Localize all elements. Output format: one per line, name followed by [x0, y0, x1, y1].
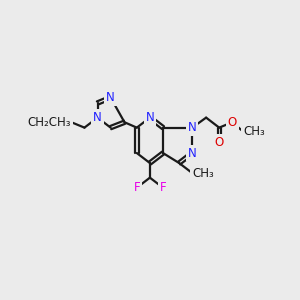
Text: CH₃: CH₃	[192, 167, 214, 180]
Text: N: N	[146, 111, 154, 124]
Text: F: F	[134, 181, 140, 194]
Text: CH₃: CH₃	[243, 125, 265, 138]
Text: F: F	[160, 181, 166, 194]
Text: N: N	[106, 91, 115, 104]
Text: N: N	[93, 111, 102, 124]
Text: O: O	[228, 116, 237, 129]
Text: CH₂CH₃: CH₂CH₃	[28, 116, 71, 129]
Text: N: N	[188, 146, 197, 160]
Text: O: O	[214, 136, 224, 149]
Text: N: N	[188, 121, 197, 134]
